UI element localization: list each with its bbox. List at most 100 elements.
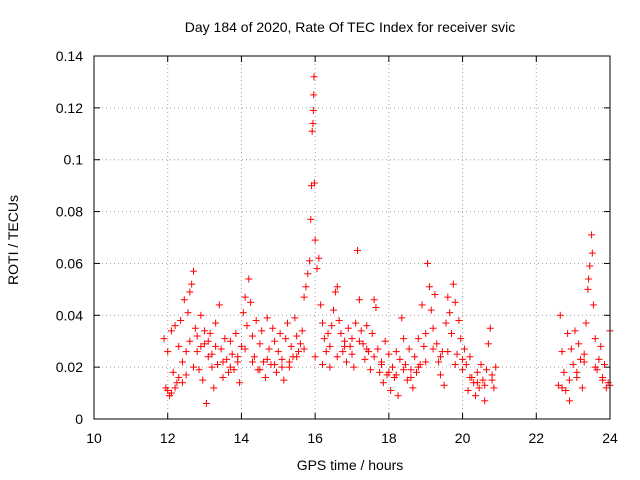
data-point — [175, 342, 183, 350]
data-point — [204, 353, 212, 361]
data-point — [562, 386, 570, 394]
data-point — [331, 288, 339, 296]
data-point — [310, 73, 318, 81]
data-point — [225, 368, 233, 376]
data-point — [241, 293, 249, 301]
x-tick-label: 12 — [160, 430, 176, 446]
data-point — [558, 384, 566, 392]
y-tick-label: 0.08 — [56, 204, 83, 220]
data-point — [256, 366, 264, 374]
data-point — [169, 368, 177, 376]
data-point — [385, 368, 393, 376]
data-point — [184, 309, 192, 317]
data-point — [379, 379, 387, 387]
data-points — [160, 73, 614, 407]
data-point — [451, 361, 459, 369]
data-point — [372, 304, 380, 312]
data-point — [589, 301, 597, 309]
data-point — [573, 368, 581, 376]
data-point — [326, 363, 334, 371]
data-point — [201, 340, 209, 348]
data-point — [212, 319, 220, 327]
data-point — [442, 319, 450, 327]
data-point — [171, 384, 179, 392]
data-point — [414, 335, 422, 343]
data-point — [471, 392, 479, 400]
data-point — [350, 363, 358, 371]
data-point — [597, 342, 605, 350]
data-point — [182, 348, 190, 356]
data-point — [228, 350, 236, 358]
data-point — [282, 335, 290, 343]
data-point — [188, 280, 196, 288]
data-point — [306, 257, 314, 265]
data-point — [473, 368, 481, 376]
data-point — [571, 327, 579, 335]
x-axis-label: GPS time / hours — [297, 457, 404, 473]
data-point — [324, 329, 332, 337]
x-tick-label: 16 — [307, 430, 323, 446]
data-point — [236, 379, 244, 387]
data-point — [193, 348, 201, 356]
data-point — [591, 363, 599, 371]
data-point — [582, 319, 590, 327]
data-point — [394, 392, 402, 400]
data-point — [464, 386, 472, 394]
data-point — [219, 374, 227, 382]
data-point — [177, 316, 185, 324]
data-point — [190, 267, 198, 275]
data-point — [202, 399, 210, 407]
data-point — [272, 368, 280, 376]
data-point — [237, 342, 245, 350]
data-point — [258, 327, 266, 335]
data-point — [232, 329, 240, 337]
data-point — [339, 348, 347, 356]
data-point — [436, 371, 444, 379]
data-point — [167, 327, 175, 335]
data-point — [300, 345, 308, 353]
data-point — [567, 345, 575, 353]
data-point — [453, 350, 461, 358]
data-point — [313, 265, 321, 273]
data-point — [457, 335, 465, 343]
data-point — [429, 324, 437, 332]
data-point — [219, 358, 227, 366]
data-point — [348, 335, 356, 343]
data-point — [459, 355, 467, 363]
data-point — [462, 361, 470, 369]
data-point — [271, 361, 279, 369]
y-tick-label: 0.1 — [64, 152, 84, 168]
data-point — [328, 322, 336, 330]
data-point — [433, 340, 441, 348]
data-point — [436, 353, 444, 361]
data-point — [164, 386, 172, 394]
data-point — [226, 363, 234, 371]
data-point — [466, 374, 474, 382]
data-point — [595, 355, 603, 363]
x-tick-label: 10 — [86, 430, 102, 446]
data-point — [569, 361, 577, 369]
data-point — [565, 397, 573, 405]
data-point — [311, 236, 319, 244]
data-point — [208, 363, 216, 371]
data-point — [396, 355, 404, 363]
data-point — [431, 291, 439, 299]
data-point — [392, 371, 400, 379]
data-point — [171, 322, 179, 330]
data-point — [206, 329, 214, 337]
data-point — [401, 361, 409, 369]
data-point — [320, 335, 328, 343]
data-point — [407, 366, 415, 374]
data-point — [265, 345, 273, 353]
data-point — [260, 358, 268, 366]
data-point — [160, 335, 168, 343]
data-point — [210, 384, 218, 392]
data-point — [414, 363, 422, 371]
data-point — [422, 358, 430, 366]
data-point — [355, 296, 363, 304]
data-point — [308, 127, 316, 135]
data-point — [178, 358, 186, 366]
data-point — [234, 353, 242, 361]
